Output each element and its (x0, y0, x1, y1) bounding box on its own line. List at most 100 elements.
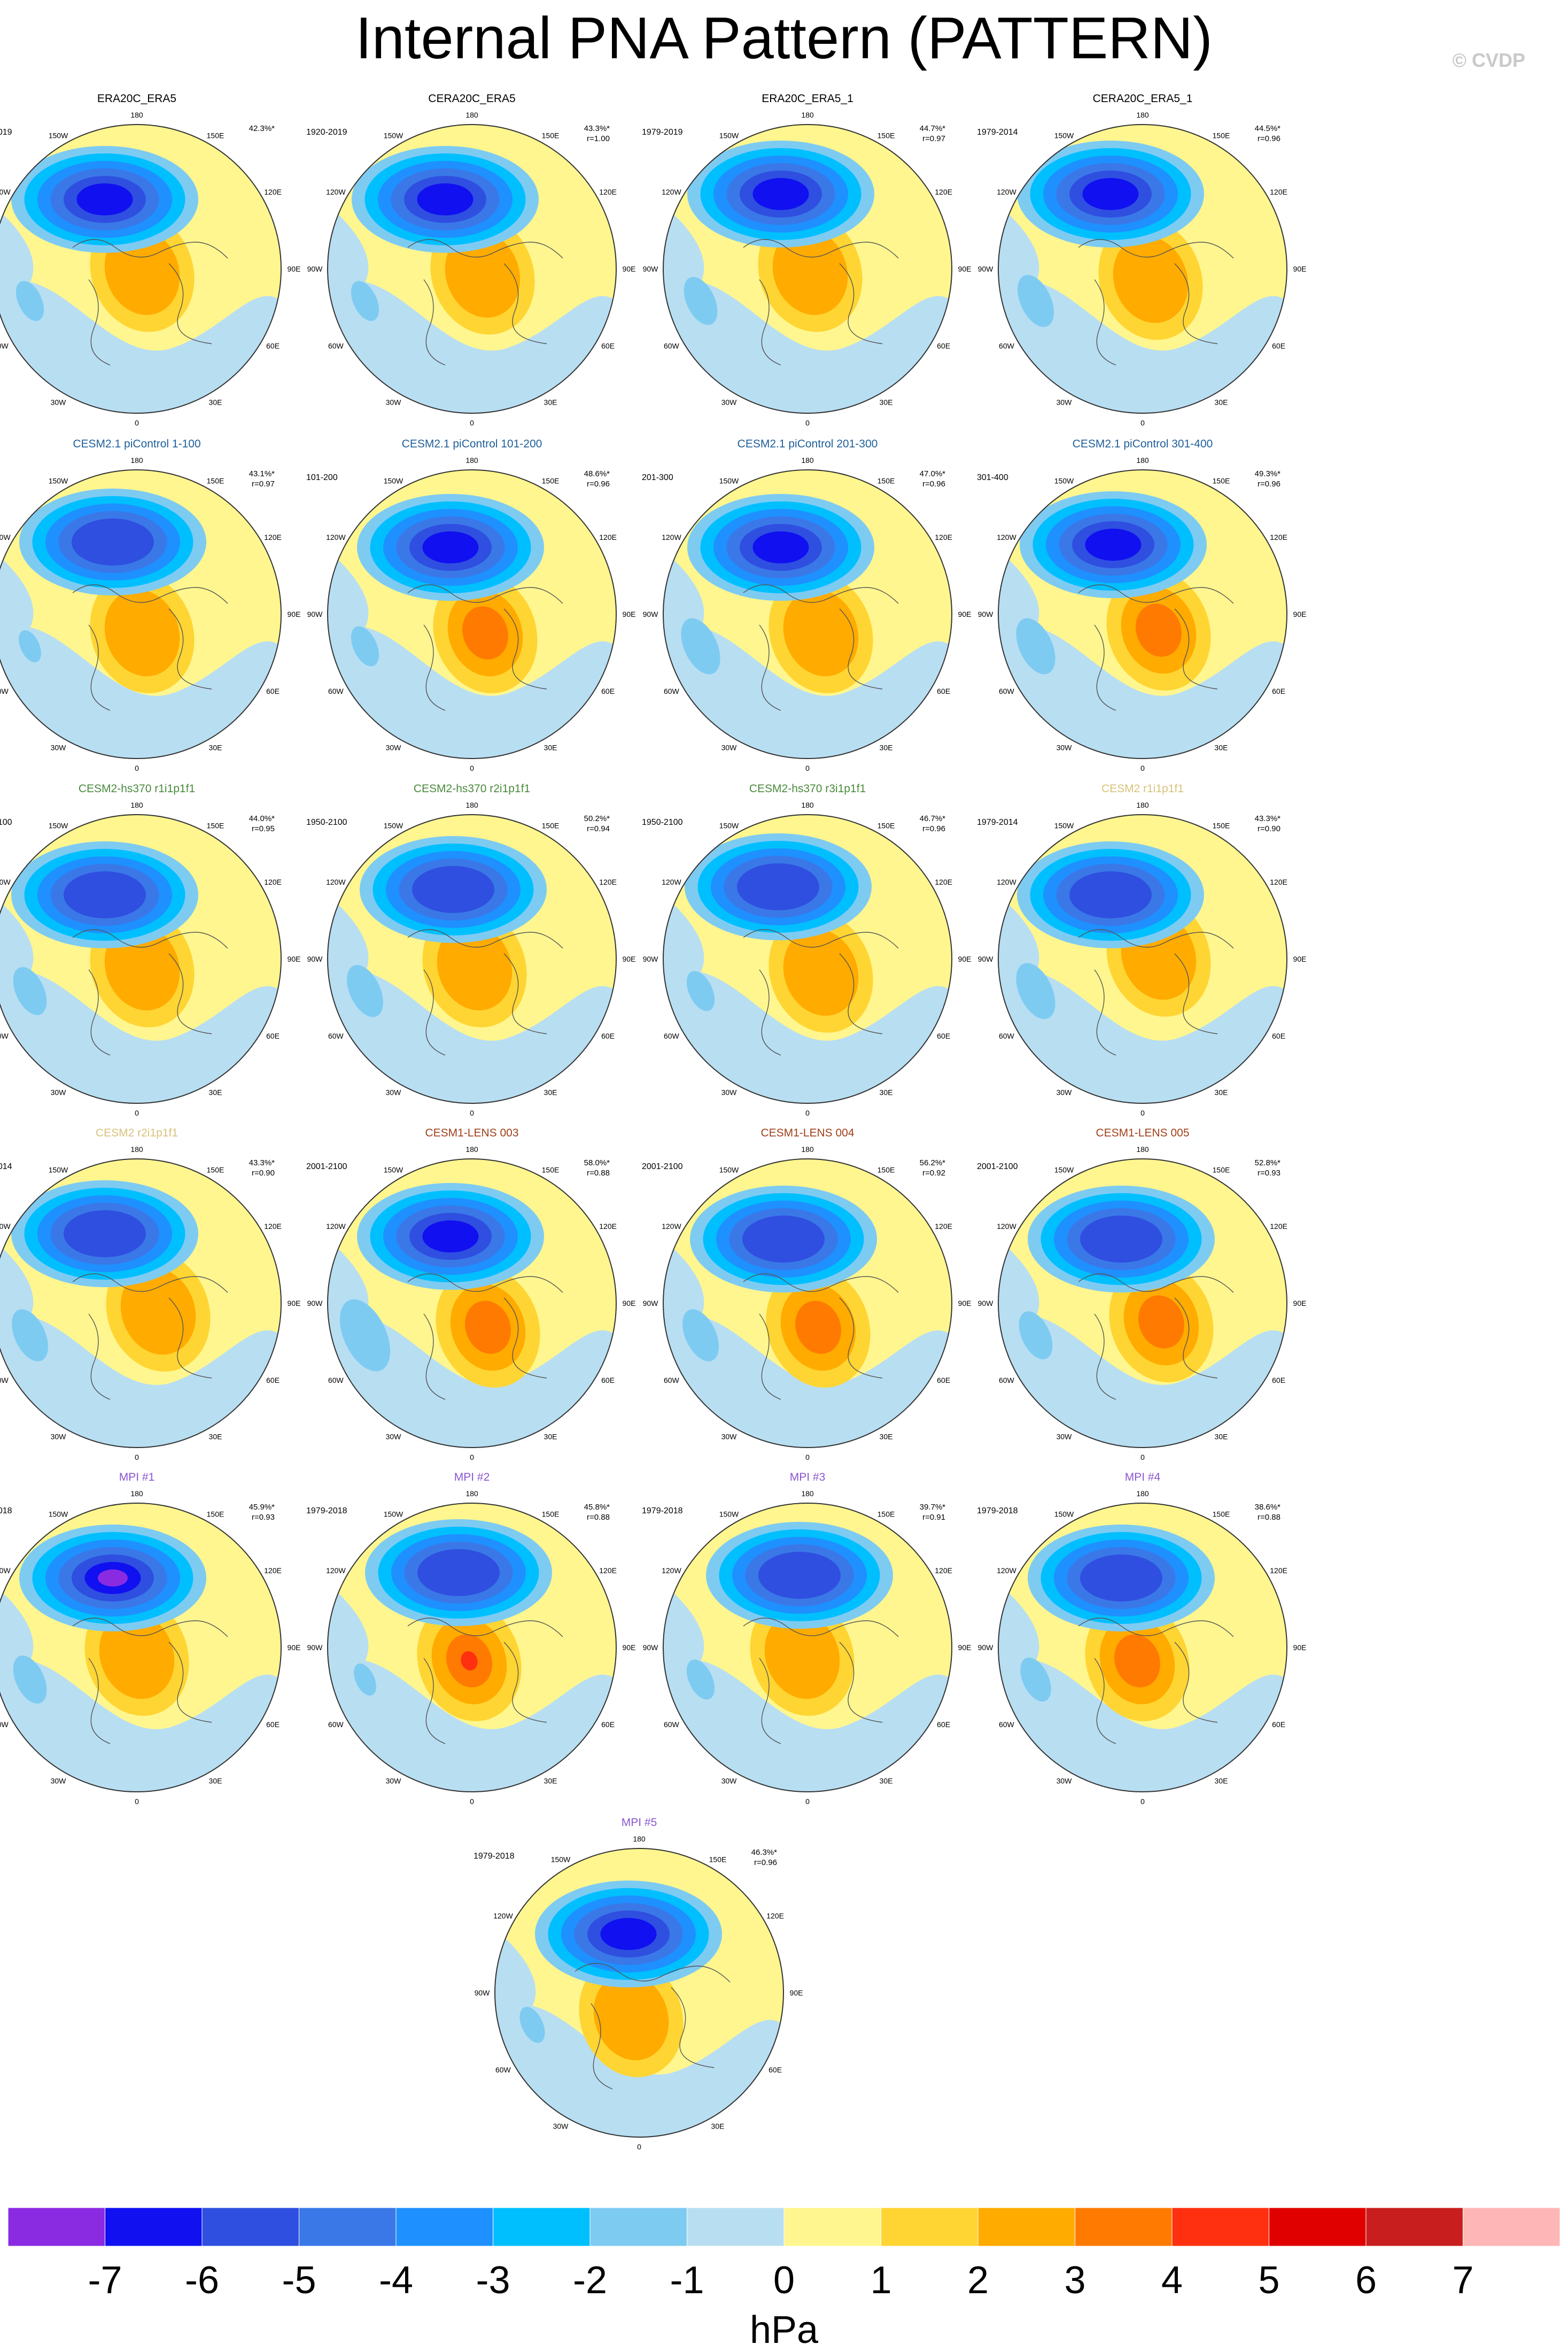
lon-label: 120W (662, 1566, 681, 1575)
variance-pct: 52.8%* (1254, 1158, 1280, 1167)
lon-label: 90W (643, 1643, 659, 1652)
colorbar-tick: -2 (572, 2259, 608, 2302)
lon-label: 30W (1057, 398, 1073, 406)
colorbar-tick: 2 (967, 2259, 989, 2302)
map-border (0, 124, 282, 414)
contour-fill (1113, 236, 1189, 323)
lon-label: 30W (386, 1088, 402, 1096)
contour-fill (98, 1569, 128, 1587)
lon-label: 150E (878, 131, 895, 140)
panel-title: CESM2.1 piControl 101-200 (401, 438, 542, 450)
lon-label: 120W (997, 188, 1016, 196)
contour-fill (76, 183, 133, 215)
pattern-correlation: r=0.97 (252, 479, 275, 489)
lon-label: 150E (1213, 822, 1230, 830)
lon-label: 30E (544, 1432, 557, 1441)
lon-label: 60E (266, 1376, 280, 1384)
map-border (327, 814, 617, 1104)
lon-label: 60E (1272, 342, 1285, 350)
lon-label: 30W (1057, 1432, 1073, 1441)
lon-label: 150E (542, 131, 560, 140)
panel-variance: 56.2%* r=0.92 (920, 1158, 945, 1178)
lon-label: 90E (958, 265, 972, 273)
panel-period: 1920-2019 (306, 128, 347, 137)
lon-label: 30E (1215, 1088, 1228, 1096)
lon-label: 180 (801, 801, 814, 809)
panel-title: MPI #1 (119, 1471, 155, 1483)
colorbar-swatch (299, 2208, 397, 2246)
map-border (663, 124, 952, 414)
contour-fill (462, 606, 508, 660)
colorbar-tick: -5 (282, 2259, 316, 2302)
lon-label: 120E (1270, 1222, 1287, 1231)
variance-pct: 45.8%* (584, 1503, 610, 1512)
variance-pct: 43.3%* (584, 124, 610, 133)
colorbar (8, 2208, 1560, 2246)
lon-label: 90W (978, 610, 994, 618)
coastline (168, 1642, 212, 1723)
panel-variance: 44.5%* r=0.96 (1255, 123, 1280, 144)
lon-label: 150W (719, 131, 739, 140)
lon-label: 90W (307, 610, 323, 618)
lon-label: 120E (599, 1566, 617, 1575)
lon-label: 30W (553, 2122, 569, 2130)
contour-fill (64, 1210, 146, 1257)
lon-label: 30W (51, 1432, 67, 1441)
contour-fill (104, 589, 180, 677)
panel-title: ERA20C_ERA5 (97, 92, 177, 105)
coastline (759, 1313, 781, 1400)
lon-label: 180 (465, 801, 478, 809)
variance-pct: 44.5%* (1254, 124, 1280, 133)
lon-label: 120W (326, 1566, 346, 1575)
colorbar-swatch (1269, 2208, 1367, 2246)
panel-period: 1950-2100 (0, 818, 12, 827)
pattern-correlation: r=0.96 (587, 479, 610, 489)
lon-label: 120W (326, 1222, 346, 1231)
lon-label: 60W (328, 687, 344, 695)
coastline (407, 1273, 563, 1293)
lon-label: 0 (470, 419, 474, 427)
panel-period: 1979-2018 (642, 1506, 683, 1515)
map-panel: 180 150E 120E 90E 60E 30E 0 30W 60W 90W 120W 150W MP… (306, 1471, 638, 1813)
lon-label: 150W (1054, 131, 1074, 140)
panel-title: CESM2-hs370 r2i1p1f1 (413, 783, 531, 795)
panel-title: CESM2 r1i1p1f1 (1101, 783, 1184, 795)
map-panel: 180 150E 120E 90E 60E 30E 0 30W 60W 90W 120W 150W CE… (977, 92, 1308, 435)
lon-label: 60W (999, 1720, 1015, 1729)
lon-label: 60E (937, 1376, 950, 1384)
lon-label: 150E (1213, 1510, 1230, 1519)
lon-label: 30W (721, 1088, 738, 1096)
variance-pct: 46.3%* (751, 1848, 777, 1857)
lon-label: 90W (978, 955, 994, 963)
lon-label: 150E (1213, 1166, 1230, 1174)
lon-label: 150W (719, 477, 739, 485)
lon-label: 60E (601, 1376, 615, 1384)
lon-label: 60W (664, 342, 680, 350)
variance-pct: 46.7%* (919, 814, 945, 823)
lon-label: 30E (880, 1432, 893, 1441)
panel-variance: 46.3%* r=0.96 (751, 1847, 777, 1868)
contour-fill (99, 1612, 175, 1699)
lon-label: 150E (207, 1510, 224, 1519)
contour-fill (351, 626, 379, 667)
lon-label: 30W (1057, 1088, 1073, 1096)
coastline (72, 1618, 228, 1637)
lon-label: 150E (878, 1510, 895, 1519)
coastline (1174, 953, 1218, 1034)
map-panel: 180 150E 120E 90E 60E 30E 0 30W 60W 90W 120W 150W CE… (642, 1127, 973, 1469)
lon-label: 150E (709, 1855, 727, 1864)
lon-label: 150W (384, 1166, 403, 1174)
lon-label: 0 (805, 1109, 810, 1117)
contour-fill (347, 965, 383, 1017)
variance-pct: 49.3%* (1254, 469, 1280, 478)
coastline (407, 929, 563, 949)
variance-pct: 47.0%* (919, 469, 945, 478)
map-border (998, 469, 1287, 759)
lon-label: 60W (999, 342, 1015, 350)
page-title: Internal PNA Pattern (PATTERN) (355, 5, 1213, 71)
panel-title: CESM2 r2i1p1f1 (95, 1127, 178, 1139)
lon-label: 0 (805, 764, 810, 772)
